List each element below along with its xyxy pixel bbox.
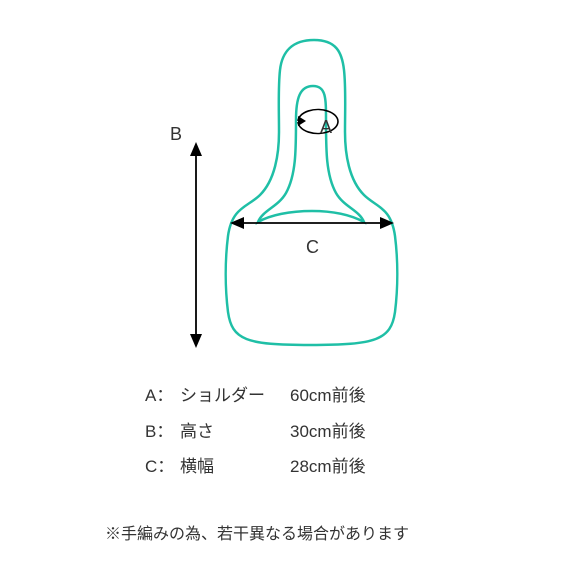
row-label: ショルダー <box>180 378 290 414</box>
footnote: ※手編みの為、若干異なる場合があります <box>105 520 409 544</box>
measurement-table: A： ショルダー 60cm前後 B： 高さ 30cm前後 C： 横幅 28cm前… <box>145 378 366 485</box>
row-key: B： <box>145 414 180 450</box>
bag-outline-inner <box>258 86 364 222</box>
table-row: C： 横幅 28cm前後 <box>145 449 366 485</box>
dimension-arrow-b <box>190 142 202 348</box>
row-key: A： <box>145 378 180 414</box>
label-c: C <box>306 237 319 258</box>
table-row: A： ショルダー 60cm前後 <box>145 378 366 414</box>
label-a: A <box>320 117 332 138</box>
table-row: B： 高さ 30cm前後 <box>145 414 366 450</box>
size-diagram-card: A B C A： ショルダー 60cm前後 B： 高さ 30cm前後 C： 横幅… <box>0 0 583 583</box>
row-value: 30cm前後 <box>290 414 366 450</box>
row-value: 28cm前後 <box>290 449 366 485</box>
label-b: B <box>170 124 182 145</box>
row-value: 60cm前後 <box>290 378 366 414</box>
dimension-arrow-c <box>230 217 394 229</box>
row-label: 横幅 <box>180 449 290 485</box>
row-key: C： <box>145 449 180 485</box>
row-label: 高さ <box>180 414 290 450</box>
bag-diagram <box>0 0 583 583</box>
